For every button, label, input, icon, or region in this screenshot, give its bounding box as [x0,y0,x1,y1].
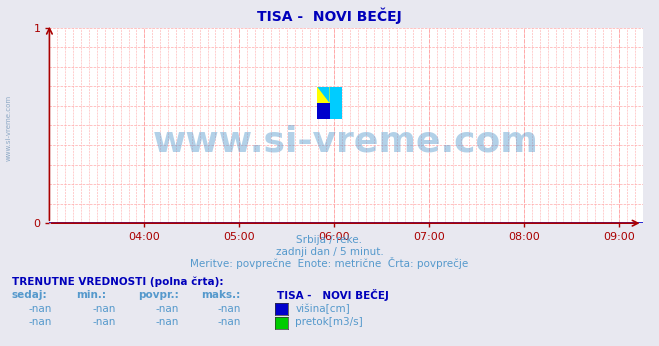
Text: -nan: -nan [28,304,52,313]
Text: -nan: -nan [155,304,179,313]
Text: -nan: -nan [155,318,179,327]
Text: višina[cm]: višina[cm] [295,303,350,314]
Text: Meritve: povprečne  Enote: metrične  Črta: povprečje: Meritve: povprečne Enote: metrične Črta:… [190,257,469,269]
Bar [330,86,342,119]
Text: -nan: -nan [92,304,116,313]
Text: zadnji dan / 5 minut.: zadnji dan / 5 minut. [275,247,384,257]
Text: pretok[m3/s]: pretok[m3/s] [295,318,363,327]
Bar [317,103,330,119]
Text: -nan: -nan [28,318,52,327]
Text: povpr.:: povpr.: [138,290,179,300]
Text: TRENUTNE VREDNOSTI (polna črta):: TRENUTNE VREDNOSTI (polna črta): [12,277,223,287]
Text: TISA -  NOVI BEČEJ: TISA - NOVI BEČEJ [257,7,402,24]
Bar [317,86,330,103]
Text: sedaj:: sedaj: [12,290,47,300]
Text: -nan: -nan [217,304,241,313]
Polygon shape [317,103,330,119]
Text: -nan: -nan [217,318,241,327]
Text: www.si-vreme.com: www.si-vreme.com [5,95,12,161]
Text: min.:: min.: [76,290,106,300]
Text: Srbija / reke.: Srbija / reke. [297,236,362,245]
Polygon shape [317,86,330,103]
Text: -nan: -nan [92,318,116,327]
Text: www.si-vreme.com: www.si-vreme.com [153,124,539,158]
Text: TISA -   NOVI BEČEJ: TISA - NOVI BEČEJ [277,289,389,301]
Text: maks.:: maks.: [201,290,241,300]
